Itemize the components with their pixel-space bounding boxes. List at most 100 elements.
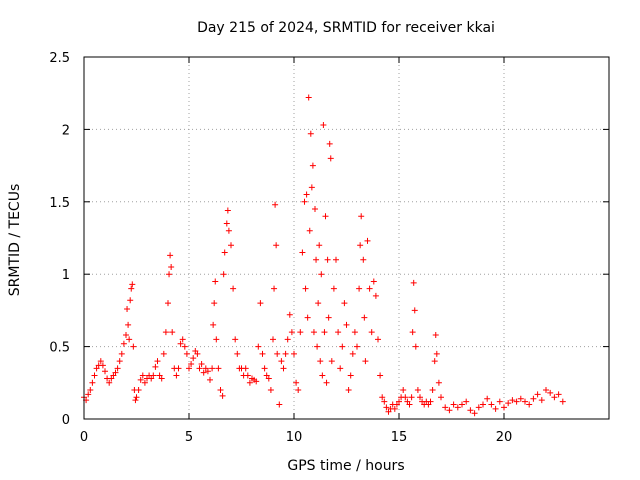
data-point [280, 365, 287, 372]
data-point [194, 350, 201, 357]
data-point [271, 285, 278, 292]
data-point [377, 372, 384, 379]
data-point [323, 379, 330, 386]
data-point [135, 387, 142, 394]
y-tick-label: 2 [62, 123, 70, 138]
data-point [356, 285, 363, 292]
data-point [337, 365, 344, 372]
data-point [391, 405, 398, 412]
chart-title: Day 215 of 2024, SRMTID for receiver kka… [197, 20, 495, 36]
data-point [116, 358, 123, 365]
data-point [315, 300, 322, 307]
data-point [97, 358, 104, 365]
data-point [152, 363, 159, 370]
data-point [400, 387, 407, 394]
data-point [242, 365, 249, 372]
x-tick-label: 20 [496, 430, 513, 445]
data-point [175, 365, 182, 372]
data-point [89, 379, 96, 386]
data-point [177, 340, 184, 347]
data-point [129, 281, 136, 288]
data-point [223, 220, 230, 227]
data-point [484, 395, 491, 402]
data-point [409, 329, 416, 336]
data-point [154, 358, 161, 365]
data-point [91, 372, 98, 379]
data-point [102, 368, 108, 375]
data-point [429, 387, 436, 394]
data-point [137, 376, 144, 383]
plot-frame [83, 56, 610, 420]
data-point [555, 391, 562, 398]
data-point [501, 404, 507, 411]
data-point [492, 405, 499, 412]
data-point [402, 394, 409, 401]
data-point [150, 372, 157, 379]
data-point [310, 329, 317, 336]
data-point [166, 271, 173, 278]
data-point [198, 360, 205, 367]
data-point [559, 398, 566, 405]
data-point [433, 350, 440, 357]
data-point [253, 378, 260, 385]
data-point [438, 394, 444, 401]
data-point [547, 389, 554, 396]
data-point [282, 350, 289, 357]
data-point [505, 400, 512, 407]
data-point [293, 379, 300, 386]
data-point [212, 278, 219, 285]
data-point [217, 387, 224, 394]
data-point [305, 94, 312, 101]
data-point [412, 343, 419, 350]
data-point [517, 395, 524, 402]
data-point [188, 360, 195, 367]
data-point [411, 307, 418, 314]
data-point [190, 355, 197, 362]
data-point [354, 343, 360, 350]
data-point [370, 278, 377, 285]
data-point [128, 285, 135, 292]
data-point [349, 350, 356, 357]
data-point [396, 398, 402, 405]
data-point [320, 122, 327, 129]
data-point [286, 311, 293, 318]
data-point [351, 329, 358, 336]
data-point [509, 397, 516, 404]
data-point [162, 329, 169, 336]
data-point [326, 140, 333, 147]
data-point [120, 340, 127, 347]
data-point [230, 285, 237, 292]
data-point [551, 394, 558, 401]
data-markers [81, 94, 566, 417]
data-point [309, 162, 316, 169]
data-point [313, 256, 320, 263]
data-point [125, 321, 132, 328]
data-point [467, 407, 474, 414]
data-point [259, 350, 266, 357]
data-point [167, 252, 174, 259]
data-point [475, 404, 482, 411]
data-point [160, 350, 167, 357]
data-point [183, 350, 190, 357]
data-point [375, 336, 381, 343]
data-point [319, 372, 326, 379]
data-point [471, 410, 478, 417]
data-point [431, 358, 438, 365]
data-point [179, 336, 186, 343]
data-point [244, 372, 251, 379]
data-point [207, 376, 213, 383]
data-point [220, 271, 227, 278]
x-tick-label: 5 [185, 430, 193, 445]
data-point [361, 314, 368, 321]
y-axis-label: SRMTID / TECUs [7, 184, 23, 297]
data-point [106, 379, 113, 386]
data-point [379, 394, 386, 401]
data-point [304, 314, 311, 321]
data-point [530, 395, 537, 402]
data-point [318, 271, 325, 278]
data-point [272, 201, 279, 208]
data-point [366, 285, 373, 292]
data-point [526, 401, 533, 408]
data-point [347, 372, 354, 379]
y-tick-label: 1.5 [49, 196, 70, 211]
